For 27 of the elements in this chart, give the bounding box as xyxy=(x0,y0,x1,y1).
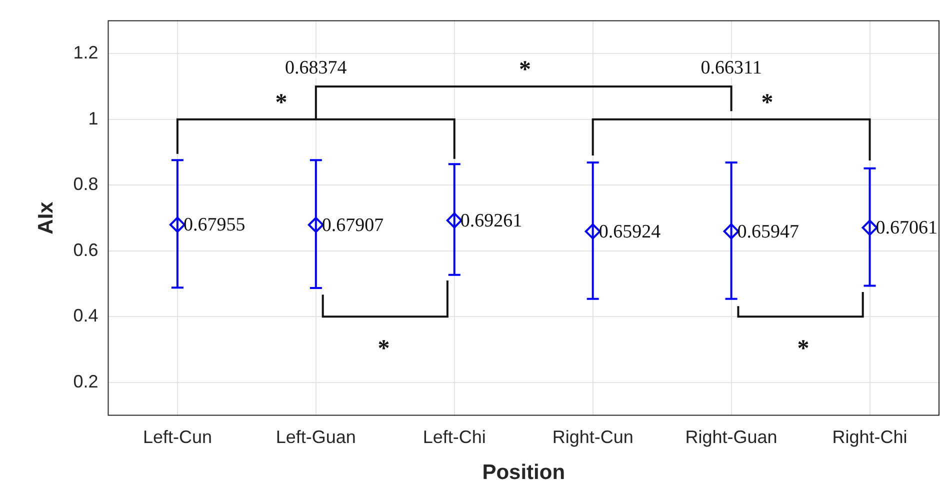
annotation: * xyxy=(378,336,390,362)
y-tick-label: 1 xyxy=(88,108,98,128)
y-tick-label: 0.6 xyxy=(73,240,98,260)
data-label: 0.69261 xyxy=(460,210,522,232)
x-tick-label: Right-Cun xyxy=(552,426,634,447)
annotation: * xyxy=(518,57,531,84)
x-tick-label: Right-Chi xyxy=(832,426,908,447)
y-tick-label: 0.8 xyxy=(73,174,98,194)
x-tick-label: Right-Guan xyxy=(685,426,778,447)
x-tick-label: Left-Guan xyxy=(276,426,356,447)
x-tick-label: Left-Cun xyxy=(142,426,212,447)
annotation: * xyxy=(275,90,288,116)
annotation: 0.66311 xyxy=(692,57,770,78)
y-tick-label: 1.2 xyxy=(73,42,98,63)
annotation: * xyxy=(797,336,810,362)
y-tick-label: 0.2 xyxy=(73,371,98,392)
annotation: 0.68374 xyxy=(277,57,355,78)
data-label: 0.67061 xyxy=(876,218,938,239)
x-axis-title: Position xyxy=(482,461,566,484)
data-label: 0.65947 xyxy=(737,221,800,242)
x-tick-label: Left-Chi xyxy=(422,426,486,447)
y-axis-title: AIx xyxy=(34,201,58,234)
annotation: * xyxy=(761,90,774,116)
y-tick-label: 0.4 xyxy=(73,306,98,326)
data-label: 0.67955 xyxy=(183,214,246,236)
data-label: 0.67907 xyxy=(322,214,384,236)
data-label: 0.65924 xyxy=(598,221,662,242)
